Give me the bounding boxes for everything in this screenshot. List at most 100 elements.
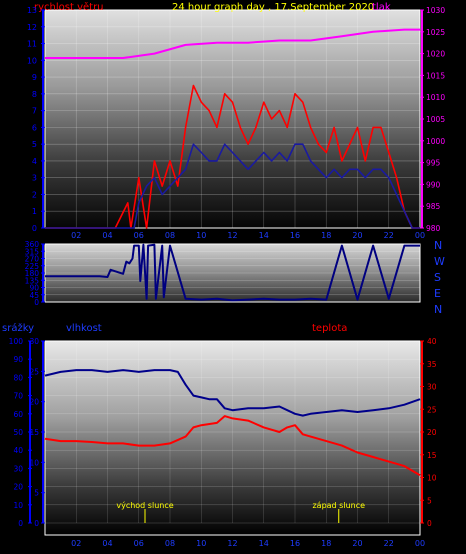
temperature-y-tick-label: 20 [427, 428, 437, 437]
humidity-y-tick-label: 5 [34, 489, 39, 498]
pressure-y-tick-label: 1005 [426, 115, 445, 124]
wind-y-tick-label: 9 [32, 73, 37, 82]
pressure-y-tick-label: 1030 [426, 6, 445, 15]
precip-label: srážky [2, 322, 34, 334]
wind-y-tick-label: 10 [27, 56, 37, 65]
pressure-label: tlak [372, 2, 391, 13]
pressure-y-tick-label: 1000 [426, 137, 445, 146]
humidity-x-tick-label: 02 [71, 539, 81, 548]
wind-y-tick-label: 11 [27, 40, 37, 49]
temperature-y-tick-label: 10 [427, 474, 437, 483]
pressure-y-tick-label: 995 [426, 159, 441, 168]
wind-y-tick-label: 1 [32, 207, 37, 216]
wind-x-tick-label: 20 [352, 231, 362, 240]
wind-x-tick-label: 10 [196, 231, 206, 240]
wind-x-tick-label: 00 [415, 231, 425, 240]
temperature-y-tick-label: 0 [427, 519, 432, 528]
wind-x-tick-label: 06 [134, 231, 144, 240]
direction-y-tick-label: 225 [25, 262, 40, 271]
wind-average-line [45, 143, 420, 229]
humidity-x-tick-label: 12 [227, 539, 237, 548]
humidity-x-tick-label: 10 [196, 539, 206, 548]
compass-s: S [434, 271, 441, 284]
humidity-label: vlhkost [66, 323, 102, 334]
precip-y-tick-label: 50 [13, 428, 23, 437]
wind-x-tick-label: 08 [165, 231, 175, 240]
temperature-y-tick-label: 35 [427, 360, 437, 369]
humidity-x-tick-label: 20 [352, 539, 362, 548]
precip-y-tick-label: 70 [13, 392, 23, 401]
direction-y-tick-label: 45 [29, 291, 39, 300]
humidity-y-tick-label: 15 [29, 428, 39, 437]
wind-x-tick-label: 16 [290, 231, 300, 240]
humidity-x-tick-label: 08 [165, 539, 175, 548]
humidity-x-tick-label: 06 [134, 539, 144, 548]
wind-y-tick-label: 3 [32, 174, 37, 183]
wind-x-tick-label: 04 [102, 231, 112, 240]
wind-x-tick-label: 02 [71, 231, 81, 240]
pressure-y-tick-label: 980 [426, 224, 441, 233]
wind-panel-background [44, 9, 421, 229]
wind-y-tick-label: 7 [32, 107, 37, 116]
temperature-y-tick-label: 25 [427, 405, 437, 414]
direction-y-tick-label: 0 [34, 298, 39, 307]
humidity-y-tick-label: 25 [29, 367, 39, 376]
wind-y-tick-label: 8 [32, 90, 37, 99]
wind-gust-line [45, 84, 420, 229]
humidity-x-tick-label: 22 [384, 539, 394, 548]
precip-y-tick-label: 100 [9, 337, 24, 346]
wind-x-tick-label: 22 [384, 231, 394, 240]
humidity-y-tick-label: 0 [34, 519, 39, 528]
compass-w: W [434, 255, 445, 268]
pressure-y-tick-label: 1025 [426, 28, 445, 37]
humidity-y-tick-label: 10 [29, 458, 39, 467]
wind-x-tick-label: 18 [321, 231, 331, 240]
direction-y-tick-label: 90 [29, 284, 39, 293]
direction-y-tick-label: 135 [25, 276, 40, 285]
wind-y-tick-label: 0 [32, 224, 37, 233]
direction-y-tick-label: 180 [25, 269, 40, 278]
pressure-y-tick-label: 1015 [426, 71, 445, 80]
pressure-y-tick-label: 1020 [426, 50, 445, 59]
humidity-x-tick-label: 00 [415, 539, 425, 548]
wind-y-tick-label: 2 [32, 190, 37, 199]
compass-n-top: N [434, 239, 442, 252]
humidity-x-tick-label: 14 [259, 539, 269, 548]
precip-y-tick-label: 0 [18, 519, 23, 528]
wind-y-tick-label: 5 [32, 140, 37, 149]
precip-y-tick-label: 80 [13, 373, 23, 382]
temperature-line [44, 415, 421, 477]
wind-x-tick-label: 14 [259, 231, 269, 240]
direction-y-tick-label: 270 [25, 255, 40, 264]
wind-y-tick-label: 6 [32, 123, 37, 132]
temperature-y-tick-label: 30 [427, 383, 437, 392]
pressure-y-tick-label: 985 [426, 202, 441, 211]
humidity-temp-panel-background [44, 340, 421, 536]
direction-y-tick-label: 315 [25, 247, 40, 256]
precip-y-tick-label: 10 [13, 501, 23, 510]
sunrise-label: východ slunce [116, 501, 173, 510]
compass-n-bottom: N [434, 303, 442, 316]
compass-e: E [434, 287, 441, 300]
chart-title: 24 hour graph day , 17.September 2020 [172, 2, 374, 13]
humidity-y-tick-label: 30 [29, 337, 39, 346]
humidity-y-tick-label: 20 [29, 398, 39, 407]
precip-y-tick-label: 30 [13, 464, 23, 473]
precip-y-tick-label: 40 [13, 446, 23, 455]
temperature-y-tick-label: 40 [427, 337, 437, 346]
wind-speed-label: rychlost větru [34, 1, 104, 13]
pressure-line [45, 28, 420, 59]
humidity-x-tick-label: 16 [290, 539, 300, 548]
wind-x-tick-label: 12 [227, 231, 237, 240]
wind-y-tick-label: 4 [32, 157, 37, 166]
humidity-x-tick-label: 18 [321, 539, 331, 548]
direction-y-tick-label: 360 [25, 240, 40, 249]
humidity-line [44, 369, 421, 417]
precip-y-tick-label: 60 [13, 410, 23, 419]
temperature-y-tick-label: 15 [427, 451, 437, 460]
pressure-y-tick-label: 990 [426, 180, 441, 189]
chart-marks: 0123456789101112139809859909951000100510… [9, 6, 446, 548]
precip-y-tick-label: 90 [13, 355, 23, 364]
